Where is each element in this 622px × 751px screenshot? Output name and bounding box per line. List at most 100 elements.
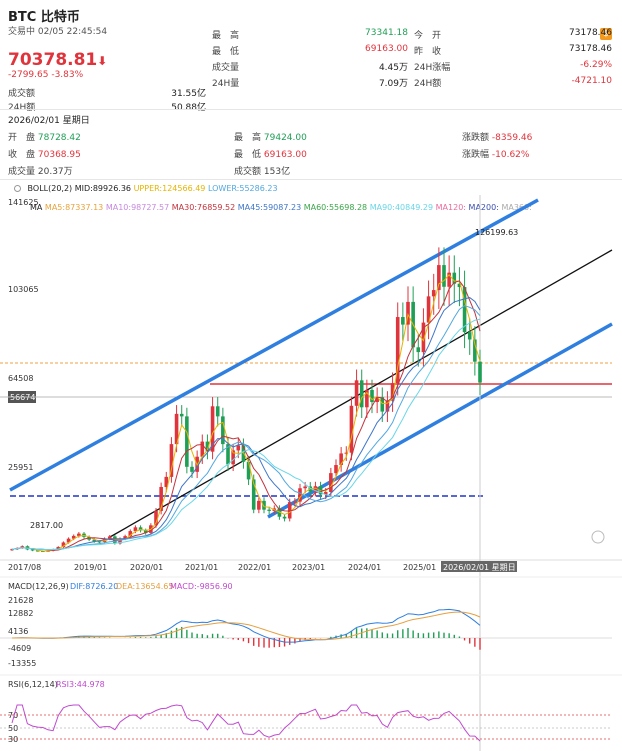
candle-body (359, 380, 364, 408)
candle-body (406, 301, 410, 325)
candle-body (257, 500, 261, 510)
macd-title: MACD(12,26,9) (8, 582, 69, 591)
stat-value: 73178.46 (569, 44, 612, 54)
macd-y-tick: 4136 (8, 627, 28, 636)
candle-body (10, 549, 14, 551)
candle-body (318, 486, 323, 495)
candle-body (380, 397, 385, 412)
candle-body (133, 527, 138, 532)
candle-body (262, 500, 266, 510)
candle-body (339, 453, 343, 466)
macd-y-tick: 21628 (8, 596, 33, 605)
candle-body (452, 272, 457, 284)
x-tick-label: 2019/01 (74, 563, 107, 572)
candle-body (267, 509, 271, 511)
candle-body (277, 508, 282, 517)
candle-body (92, 539, 97, 542)
candle-body (77, 533, 81, 536)
settings-icon[interactable] (14, 185, 21, 192)
candle-body (30, 549, 35, 551)
candle-body (416, 347, 421, 353)
cursor-date-label: 2026/02/01 星期日 (443, 563, 516, 572)
boll-legend[interactable]: BOLL(20,2) MID:89926.36 UPPER:124566.49 … (14, 184, 278, 193)
macd-dea-line (12, 611, 481, 641)
candle-body (87, 536, 91, 540)
stat-label: 成交量 (212, 63, 240, 73)
stat-label: 24H涨幅 (414, 63, 451, 73)
volume-label: 成交量 20.37万 (8, 167, 73, 177)
candle-body (457, 283, 462, 288)
rsi-label: RSI3:44.978 (56, 680, 105, 689)
candle-body (97, 541, 102, 543)
x-tick-label: 2022/01 (238, 563, 271, 572)
macd-dea-label: DEA:13654.65 (116, 582, 173, 591)
candle-body (210, 406, 215, 452)
x-tick-label: 2024/01 (348, 563, 381, 572)
price-change: -2799.65 -3.83% (8, 70, 84, 80)
macd-hist-label: MACD:-9856.90 (170, 582, 233, 591)
stat-label: 今 开 (414, 31, 442, 41)
high-label: 最 高 79424.00 (234, 133, 307, 143)
candle-body (221, 416, 225, 445)
candle-body (179, 413, 184, 417)
stat-value: 4.45万 (378, 63, 408, 73)
candle-body (287, 502, 292, 519)
h24-amount-label: 24H额 (8, 103, 36, 113)
candle-body (385, 400, 390, 412)
stat-value: 69163.00 (365, 44, 408, 54)
stat-label: 最 低 (212, 47, 240, 57)
price-tag-label: 56674 (10, 393, 35, 402)
candle-body (66, 538, 71, 543)
macd-y-tick: -4609 (8, 644, 31, 653)
candle-body (251, 479, 256, 510)
turnover-value: 31.55亿 (171, 89, 206, 99)
divider (0, 109, 622, 110)
candle-body (442, 265, 446, 287)
candle-body (298, 488, 302, 502)
candle-body (123, 536, 127, 539)
candle-body (51, 549, 55, 551)
candle-body (282, 516, 287, 519)
candle-body (46, 550, 50, 552)
stat-value: 73178.46 (569, 28, 612, 38)
ma90-line (11, 318, 481, 551)
macd-y-tick: -13355 (8, 659, 36, 668)
candle-body (390, 383, 395, 401)
macd-dif-label: DIF:8726.20 (70, 582, 118, 591)
cursor-date-box (441, 561, 517, 572)
x-tick-label: 2025/01 (403, 563, 436, 572)
ma-legend[interactable]: MA MA5:87337.13 MA10:98727.57 MA30:76859… (30, 203, 532, 212)
candle-body (102, 538, 107, 542)
rsi-y-tick: 30 (8, 735, 18, 744)
candle-body (293, 501, 297, 503)
candle-body (421, 322, 426, 353)
candle-body (159, 486, 163, 511)
lower-trend-line (267, 322, 613, 519)
lower-band-line (11, 305, 481, 551)
x-tick-label: 2017/08 (8, 563, 41, 572)
candle-body (323, 492, 328, 495)
candle-body (190, 466, 194, 472)
trading-time: 交易中 02/05 22:45:54 (8, 27, 108, 37)
candle-body (370, 389, 374, 403)
upper-trend-line (9, 198, 539, 492)
stat-label: 最 高 (212, 31, 240, 41)
candle-body (143, 530, 148, 533)
stat-value: -4721.10 (571, 76, 612, 86)
rsi-y-tick: 50 (8, 724, 18, 733)
change-amount-label: 涨跌额 -8359.46 (462, 133, 533, 143)
candle-body (431, 290, 436, 297)
mid-trend-line (109, 249, 613, 538)
candle-body (478, 361, 482, 383)
candle-body (174, 413, 179, 445)
candle-body (334, 465, 338, 474)
divider (0, 179, 622, 180)
candle-body (349, 405, 354, 453)
candle-body (354, 380, 359, 406)
ma30-line (11, 280, 481, 551)
candle-body (395, 317, 400, 384)
macd-y-tick: 12882 (8, 609, 33, 618)
alert-icon[interactable]: $ (600, 28, 612, 40)
candle-body (473, 339, 477, 362)
